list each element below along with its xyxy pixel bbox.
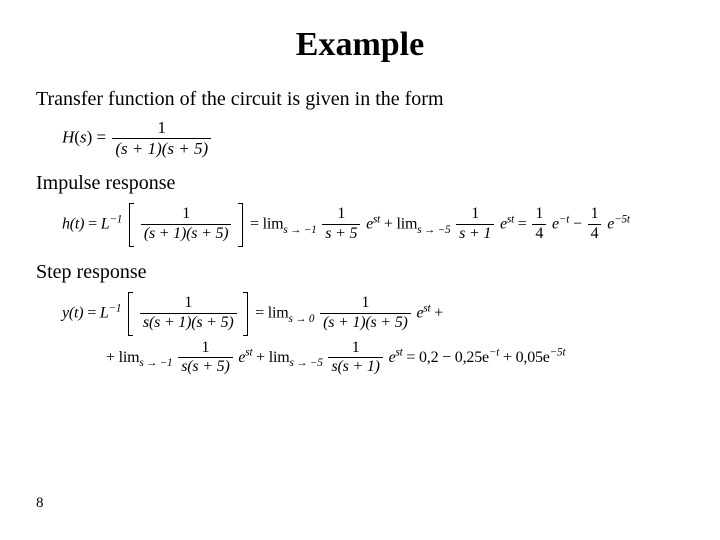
slide: Example Transfer function of the circuit… [0, 0, 720, 540]
frac-1-s-sp5: 1 s(s + 5) [178, 340, 232, 377]
sub-m1: s → −1 [283, 224, 316, 236]
eq-step-response-line2: + lims → −1 1 s(s + 5) est + lims → −5 1… [106, 340, 684, 377]
step-result: = 0,2 − 0,25e [406, 349, 489, 366]
bracket-right [238, 203, 245, 247]
sym-eq: = [92, 127, 110, 146]
sym-lim: lim [263, 215, 284, 232]
eq-impulse-response: h(t) = L−1 1 (s + 1)(s + 5) = lims → −1 … [62, 203, 684, 247]
frac-inv2: 1 s(s + 1)(s + 5) [140, 295, 237, 332]
bracket-right-2 [243, 292, 250, 336]
frac-1-sp1: 1 s + 1 [456, 206, 494, 243]
sym-ht: h(t) [62, 215, 84, 232]
frac-1-sp5: 1 s + 5 [322, 206, 360, 243]
frac-1-s-sp1: 1 s(s + 1) [328, 340, 382, 377]
frac-inv1: 1 (s + 1)(s + 5) [141, 206, 232, 243]
step-label: Step response [36, 261, 684, 284]
impulse-label: Impulse response [36, 172, 684, 195]
page-title: Example [36, 26, 684, 64]
sym-s: s [80, 127, 87, 146]
sym-Linv-sup: −1 [109, 213, 122, 225]
eq-step-response-line1: y(t) = L−1 1 s(s + 1)(s + 5) = lims → 0 … [62, 292, 684, 336]
sub-0: s → 0 [289, 313, 315, 325]
sym-est: e [366, 215, 373, 232]
frac-1-sp1sp5: 1 (s + 1)(s + 5) [320, 295, 411, 332]
frac-quarter-2: 1 4 [588, 206, 602, 243]
frac-Hs: 1 (s + 1)(s + 5) [112, 119, 211, 158]
sym-H: H [62, 127, 74, 146]
eq-transfer-function: H(s) = 1 (s + 1)(s + 5) [62, 119, 684, 158]
sub-m5: s → −5 [417, 224, 450, 236]
page-number: 8 [36, 495, 44, 512]
frac-quarter-1: 1 4 [532, 206, 546, 243]
bracket-left [127, 203, 134, 247]
intro-text: Transfer function of the circuit is give… [36, 88, 684, 111]
sym-yt: y(t) [62, 304, 83, 321]
sym-emt: e [552, 215, 559, 232]
bracket-left-2 [126, 292, 133, 336]
